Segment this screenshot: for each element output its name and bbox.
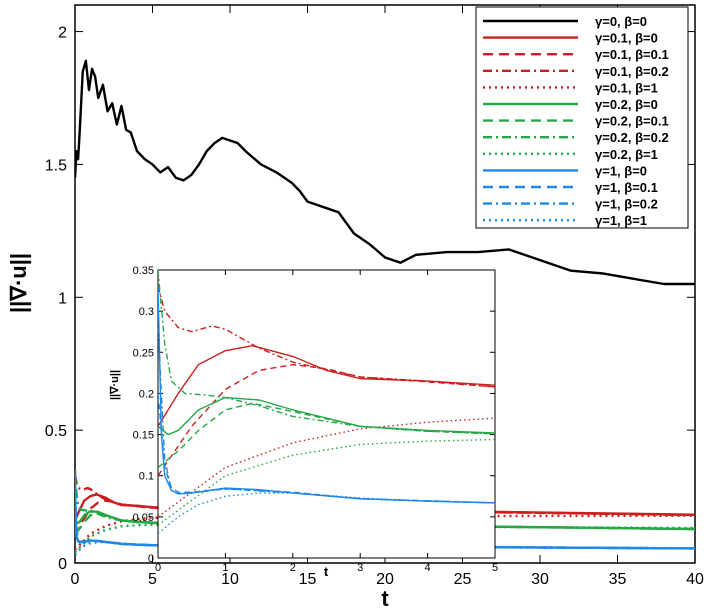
inset-y-axis-label: ||∇·u|| [109,370,121,400]
main-series-line [75,469,695,531]
x-axis-label: t [381,586,389,611]
main-y-tick-label: 0 [58,556,67,573]
main-x-tick-label: 20 [376,571,394,588]
inset-y-tick-label: 0.3 [139,306,154,318]
inset-x-tick-label: 3 [357,562,363,574]
inset-y-tick-label: 0.35 [133,265,154,277]
inset-y-tick-label: 0.05 [133,512,154,524]
inset-series-line [158,396,495,436]
inset-series-lines [158,270,495,534]
main-series-line [75,488,695,550]
legend-label: γ=0.2, β=0.1 [595,114,669,129]
inset-x-tick-label: 0 [155,562,161,574]
legend-box [475,6,689,229]
legend-label: γ=0.1, β=0.1 [595,47,669,62]
inset-axis-ticks: 0 1 2 3 4 5 0 0.05 0.1 0.15 0.2 0.25 0.3 0.35 [133,265,498,574]
inset-series-line [158,286,495,388]
inset-x-axis-label: t [324,564,329,579]
legend-label: γ=1, β=1 [595,213,647,228]
main-x-tick-label: 30 [531,571,549,588]
legend-label: γ=0.2, β=0.2 [595,130,669,145]
legend-label: γ=0.1, β=0 [595,31,658,46]
inset-x-tick-label: 2 [290,562,296,574]
main-y-tick-label: 0.5 [45,423,67,440]
main-x-tick-label: 5 [148,571,157,588]
inset-y-tick-label: 0.2 [139,388,154,400]
legend-label: γ=0.1, β=1 [595,80,658,95]
legend-label: γ=1, β=0 [595,163,647,178]
inset-y-tick-label: 0.25 [133,347,154,359]
main-series-line [75,59,695,286]
inset-frame [157,269,496,559]
main-y-tick-label: 2 [58,25,67,42]
inset-series-line [158,345,495,427]
y-axis-label: ||∇·u|| [6,253,31,313]
main-x-tick-label: 40 [686,571,704,588]
legend-label: γ=1, β=0.2 [595,197,658,212]
main-series-lines [75,59,695,556]
inset-x-tick-label: 1 [222,562,228,574]
legend-label: γ=0.1, β=0.2 [595,64,669,79]
inset-series-line [158,327,495,504]
inset-y-tick-label: 0 [148,553,154,565]
main-x-tick-label: 10 [221,571,239,588]
main-series-line [75,540,695,556]
inset-series-line [158,270,495,435]
main-series-line [75,523,695,554]
legend-label: γ=0.2, β=0 [595,97,658,112]
inset-y-tick-label: 0.15 [133,430,154,442]
inset-series-line [158,402,495,469]
inset-series-line [158,417,495,518]
main-x-tick-label: 35 [609,571,627,588]
inset-x-tick-label: 5 [492,562,498,574]
inset-y-tick-label: 0.1 [139,471,154,483]
legend-label: γ=0, β=0 [595,14,647,29]
inset-x-tick-label: 4 [425,562,431,574]
main-x-tick-label: 15 [299,571,317,588]
legend-label: γ=1, β=0.1 [595,180,658,195]
legend: γ=0, β=0 γ=0.1, β=0γ=0.1, β=0.1 γ=0.1, β=0… [483,14,669,228]
main-series-line [75,475,695,517]
main-y-tick-label: 1.5 [45,157,67,174]
main-x-tick-label: 0 [71,571,80,588]
legend-label: γ=0.2, β=1 [595,147,658,162]
main-y-tick-label: 1 [58,290,67,307]
main-x-tick-label: 25 [454,571,472,588]
